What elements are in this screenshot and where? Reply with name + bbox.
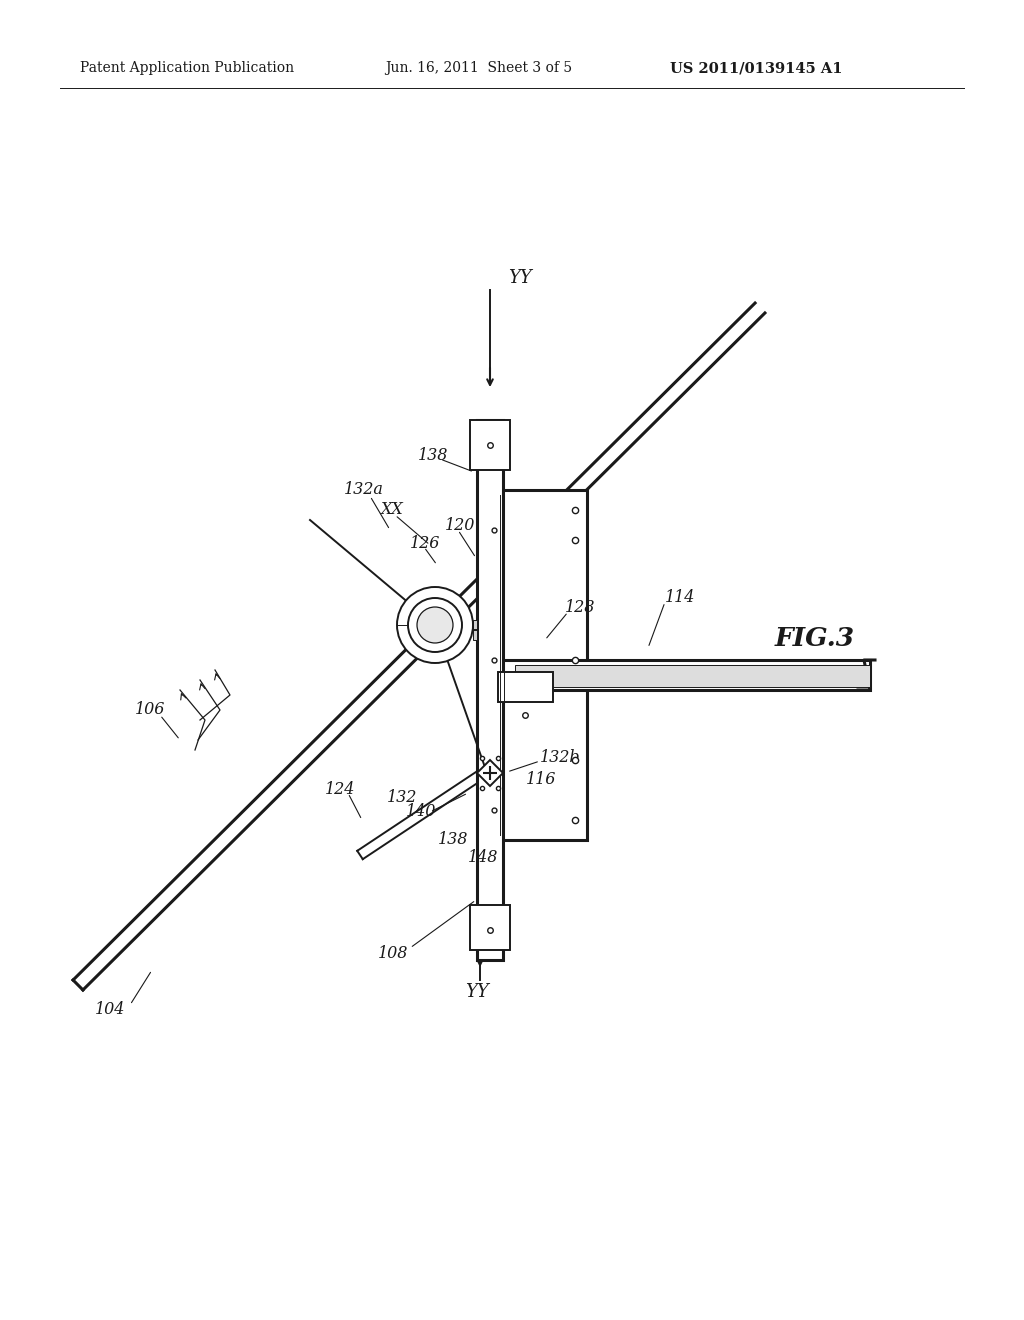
Text: 106: 106 [135,701,165,718]
Text: 108: 108 [378,945,409,961]
Text: YY: YY [465,983,488,1001]
Text: US 2011/0139145 A1: US 2011/0139145 A1 [670,61,843,75]
Text: Patent Application Publication: Patent Application Publication [80,61,294,75]
Text: 104: 104 [95,1002,125,1019]
Text: FIG.3: FIG.3 [775,626,855,651]
Text: 138: 138 [418,446,449,463]
Text: 140: 140 [406,804,436,821]
Text: 132b: 132b [540,748,581,766]
Text: 120: 120 [445,517,475,535]
Text: 132a: 132a [344,482,384,499]
Bar [490,660,870,690]
Text: 138: 138 [438,832,468,849]
Polygon shape [477,760,503,785]
Bar [515,665,870,686]
Text: 124: 124 [325,781,355,799]
Text: XX: XX [380,502,402,519]
Bar [470,906,510,950]
Text: 132: 132 [387,789,418,807]
Text: Jun. 16, 2011  Sheet 3 of 5: Jun. 16, 2011 Sheet 3 of 5 [385,61,572,75]
Bar [498,672,553,702]
Bar [473,620,477,640]
Bar [470,420,510,470]
Bar [477,420,503,960]
Text: 116: 116 [526,771,556,788]
Text: 126: 126 [410,535,440,552]
Circle shape [417,607,453,643]
Text: 114: 114 [665,589,695,606]
Bar [482,490,587,840]
Circle shape [397,587,473,663]
Text: 148: 148 [468,850,499,866]
Text: 128: 128 [565,598,595,615]
Text: YY: YY [508,269,531,286]
Circle shape [408,598,462,652]
